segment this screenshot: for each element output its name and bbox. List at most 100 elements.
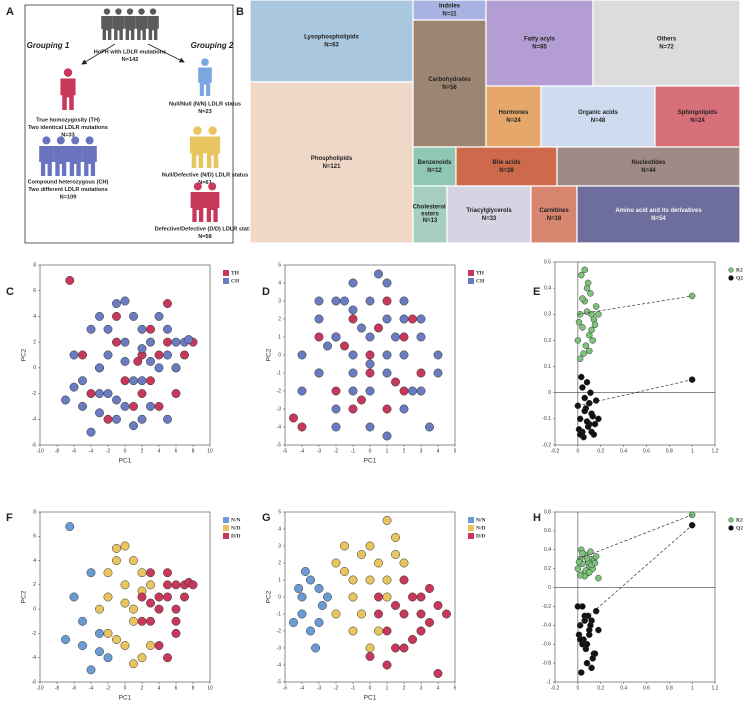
node-text: HoFH with LDLR mutations <box>94 49 166 55</box>
treemap-cell <box>576 185 741 244</box>
point <box>323 341 332 351</box>
point <box>374 609 383 619</box>
x-tick-label: 0.2 <box>597 448 604 454</box>
y-tick-label: 0 <box>278 594 281 600</box>
point <box>433 669 443 678</box>
point <box>576 355 584 362</box>
point <box>348 278 358 288</box>
y-tick-label: -2 <box>277 628 282 634</box>
x-tick-label: 2 <box>403 448 406 454</box>
point <box>595 574 602 582</box>
x-tick-label: 0.4 <box>620 448 627 454</box>
point <box>399 332 409 342</box>
point <box>129 401 138 411</box>
person-icon <box>135 16 148 40</box>
point <box>95 647 104 657</box>
point <box>331 404 341 414</box>
point <box>578 669 585 676</box>
y-tick-label: -4 <box>32 655 37 661</box>
node-text: Defective/Defective (D/D) LDLR status <box>155 226 256 232</box>
node-text: Compound heterozygous (CH) <box>28 179 109 185</box>
point <box>399 643 409 653</box>
point <box>146 580 155 590</box>
point <box>382 296 392 306</box>
point <box>416 314 426 324</box>
person-icon <box>147 16 159 40</box>
point <box>425 618 434 627</box>
cell-label: Indoles <box>439 4 461 10</box>
point <box>583 659 591 667</box>
point <box>382 626 392 636</box>
y-tick-label: 3 <box>278 298 281 304</box>
point <box>592 553 600 560</box>
point <box>146 337 155 347</box>
point <box>331 332 341 342</box>
y-tick-label: -0.4 <box>542 623 551 629</box>
diagram-frame <box>24 4 234 244</box>
point <box>146 616 155 626</box>
y-tick-label: 8 <box>33 509 36 515</box>
panel-label: B <box>236 6 244 18</box>
x-tick-label: 5 <box>454 685 457 691</box>
point <box>180 592 189 602</box>
y-tick-label: 0 <box>33 606 36 612</box>
x-tick-label: 10 <box>207 685 213 691</box>
x-tick-label: 0 <box>124 685 127 691</box>
point <box>583 284 591 292</box>
point <box>586 569 593 576</box>
y-tick-label: -6 <box>32 442 37 448</box>
person-icon <box>115 8 122 15</box>
point <box>408 592 417 602</box>
legend-label: D/D <box>231 533 241 539</box>
point <box>163 580 172 590</box>
point <box>579 295 586 302</box>
x-tick-label: -10 <box>36 685 43 691</box>
point <box>306 626 315 636</box>
y-tick-label: 0 <box>548 390 551 396</box>
point <box>112 299 121 309</box>
person-icon <box>85 136 94 145</box>
point <box>163 350 172 360</box>
point <box>137 414 147 424</box>
point <box>171 616 181 626</box>
point <box>399 609 409 619</box>
regression-line <box>577 295 693 315</box>
point <box>129 311 138 321</box>
treemap-cell <box>556 146 741 187</box>
point <box>188 580 198 590</box>
point <box>171 580 181 590</box>
x-tick-label: -2 <box>334 685 339 691</box>
cell-value: N=13 <box>423 218 438 224</box>
y-tick-label: -2 <box>277 388 282 394</box>
point <box>365 643 375 653</box>
point <box>399 350 409 360</box>
point <box>391 601 400 610</box>
point <box>78 376 87 386</box>
treemap-cell <box>446 185 532 244</box>
point <box>163 337 172 347</box>
point <box>416 626 426 636</box>
x-tick-label: 0.4 <box>620 685 627 691</box>
x-tick-label: 3 <box>420 448 423 454</box>
y-tick-label: -2 <box>32 391 37 397</box>
point <box>433 350 443 360</box>
node-text: N=109 <box>60 194 77 200</box>
legend-swatch <box>728 517 734 523</box>
y-tick-label: 5 <box>278 262 281 268</box>
treemap-cell <box>540 85 656 148</box>
legend-label: CH <box>476 278 485 284</box>
point <box>129 376 138 386</box>
y-tick-label: 2 <box>33 582 36 588</box>
point <box>163 299 172 309</box>
point <box>575 558 583 566</box>
x-tick-label: 6 <box>175 685 178 691</box>
point <box>583 555 591 562</box>
point <box>314 618 324 627</box>
legend-label: N/N <box>476 517 486 523</box>
cell-value: N=121 <box>323 164 342 170</box>
point <box>399 575 409 585</box>
point <box>314 332 324 342</box>
node-text: Two different LDLR mutations <box>28 187 107 193</box>
arrow <box>81 43 116 65</box>
node-text: N=61 <box>198 180 212 186</box>
